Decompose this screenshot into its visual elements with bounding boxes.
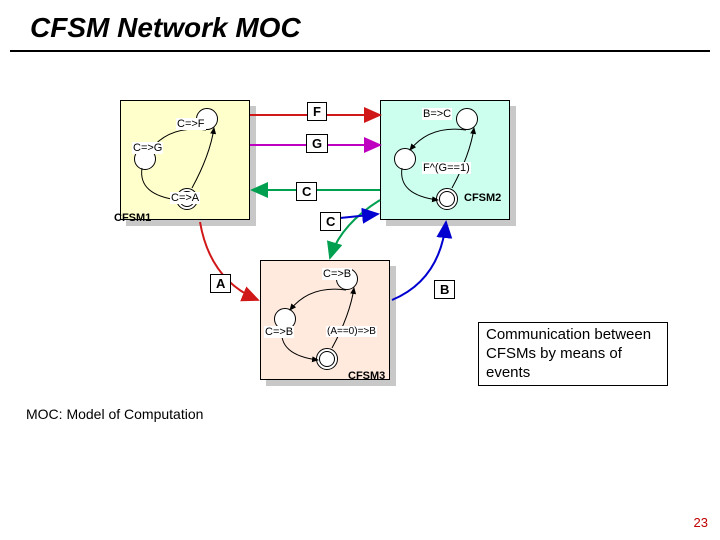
event-caption: Communication between CFSMs by means of … <box>486 326 662 382</box>
event-label-G: G <box>306 134 328 153</box>
event-label-C-mid: C <box>320 212 341 231</box>
footnote: MOC: Model of Computation <box>26 406 203 422</box>
event-label-B: B <box>434 280 455 299</box>
page-number: 23 <box>694 515 708 530</box>
event-label-A: A <box>210 274 231 293</box>
event-label-C-top: C <box>296 182 317 201</box>
event-arrows-svg <box>0 0 720 540</box>
event-label-F: F <box>307 102 327 121</box>
